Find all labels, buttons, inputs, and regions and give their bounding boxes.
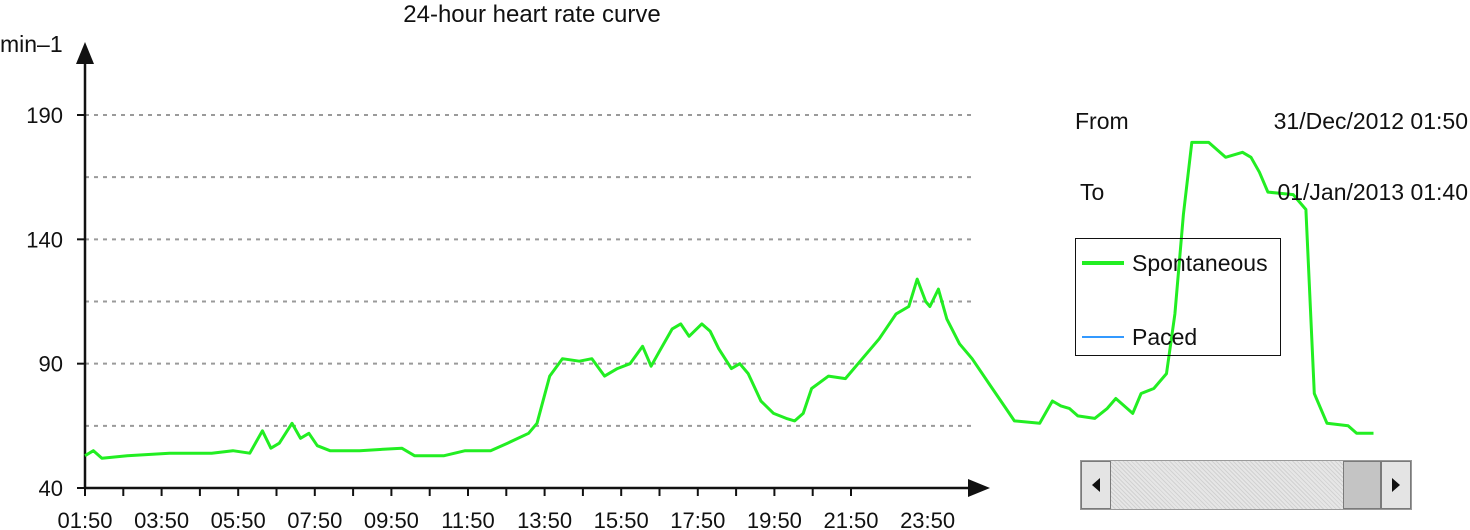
legend-item-spontaneous: Spontaneous [1082,249,1268,277]
x-tick-label-6: 13:50 [517,508,572,530]
scroll-right-button[interactable] [1381,461,1411,509]
x-tick-label-7: 15:50 [594,508,649,530]
scroll-left-button[interactable] [1081,461,1111,509]
x-tick-label-4: 09:50 [364,508,419,530]
legend-item-paced: Paced [1082,323,1197,351]
y-tick-label-90: 90 [39,352,63,377]
x-tick-label-0: 01:50 [57,508,112,530]
arrow-left-icon [1092,478,1100,492]
to-value: 01/Jan/2013 01:40 [1277,179,1468,205]
legend: Spontaneous Paced [1075,238,1281,356]
arrow-right-icon [1392,478,1400,492]
x-tick-label-2: 05:50 [211,508,266,530]
legend-swatch-spontaneous [1082,261,1124,265]
y-tick-label-40: 40 [39,476,63,501]
time-scrollbar[interactable] [1080,460,1412,510]
chart-title: 24-hour heart rate curve [403,1,660,28]
legend-swatch-paced [1082,336,1124,338]
x-tick-label-10: 21:50 [823,508,878,530]
y-tick-label-190: 190 [26,103,63,128]
y-axis-arrow [76,42,94,64]
from-label: From [1075,108,1129,134]
y-axis-label: min–1 [0,31,63,57]
legend-label-paced: Paced [1132,323,1198,350]
series-line-spontaneous [84,140,1374,460]
x-axis-arrow [968,479,990,497]
from-value: 31/Dec/2012 01:50 [1273,108,1468,134]
x-tick-label-3: 07:50 [287,508,342,530]
to-label: To [1080,179,1105,205]
x-tick-label-5: 11:50 [441,508,494,530]
x-tick-label-11: 23:50 [900,508,955,530]
legend-label-spontaneous: Spontaneous [1132,249,1268,276]
x-tick-label-1: 03:50 [134,508,189,530]
x-tick-label-9: 19:50 [747,508,802,530]
y-tick-label-140: 140 [26,227,63,252]
scrollbar-thumb[interactable] [1343,461,1381,509]
x-tick-label-8: 17:50 [670,508,725,530]
